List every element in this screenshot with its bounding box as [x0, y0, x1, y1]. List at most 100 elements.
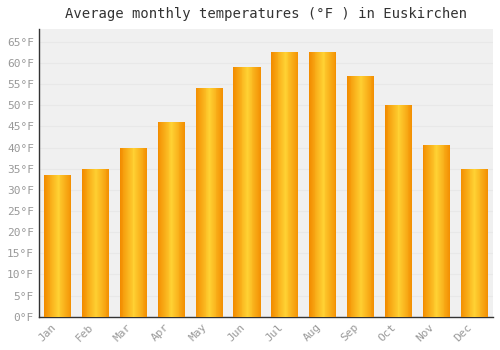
Bar [309, 52, 336, 317]
Bar [66, 175, 67, 317]
Bar [98, 169, 99, 317]
Bar [236, 67, 237, 317]
Bar [354, 76, 355, 317]
Bar [106, 169, 108, 317]
Bar [391, 105, 392, 317]
Bar [367, 76, 368, 317]
Bar [244, 67, 245, 317]
Bar [120, 148, 122, 317]
Bar [271, 52, 272, 317]
Bar [408, 105, 410, 317]
Bar [96, 169, 98, 317]
Bar [86, 169, 88, 317]
Bar [404, 105, 405, 317]
Bar [91, 169, 92, 317]
Bar [284, 52, 285, 317]
Bar [365, 76, 366, 317]
Bar [388, 105, 390, 317]
Bar [309, 52, 310, 317]
Bar [478, 169, 480, 317]
Bar [172, 122, 173, 317]
Bar [139, 148, 140, 317]
Bar [482, 169, 483, 317]
Bar [480, 169, 482, 317]
Bar [429, 145, 430, 317]
Bar [350, 76, 352, 317]
Bar [330, 52, 331, 317]
Bar [372, 76, 374, 317]
Bar [295, 52, 296, 317]
Bar [196, 88, 198, 317]
Bar [347, 76, 374, 317]
Bar [129, 148, 130, 317]
Bar [47, 175, 48, 317]
Bar [446, 145, 447, 317]
Bar [46, 175, 47, 317]
Bar [127, 148, 128, 317]
Bar [467, 169, 468, 317]
Bar [200, 88, 201, 317]
Bar [165, 122, 166, 317]
Bar [102, 169, 103, 317]
Bar [94, 169, 96, 317]
Bar [68, 175, 70, 317]
Bar [210, 88, 211, 317]
Bar [316, 52, 318, 317]
Bar [483, 169, 484, 317]
Bar [175, 122, 176, 317]
Bar [201, 88, 202, 317]
Bar [348, 76, 349, 317]
Bar [475, 169, 476, 317]
Bar [55, 175, 56, 317]
Bar [124, 148, 126, 317]
Bar [280, 52, 281, 317]
Bar [99, 169, 100, 317]
Bar [402, 105, 403, 317]
Bar [328, 52, 329, 317]
Bar [82, 169, 109, 317]
Bar [468, 169, 469, 317]
Bar [218, 88, 219, 317]
Bar [473, 169, 474, 317]
Bar [206, 88, 208, 317]
Bar [466, 169, 467, 317]
Bar [385, 105, 412, 317]
Bar [292, 52, 293, 317]
Bar [122, 148, 124, 317]
Bar [182, 122, 183, 317]
Bar [422, 145, 424, 317]
Bar [464, 169, 465, 317]
Bar [130, 148, 132, 317]
Bar [314, 52, 316, 317]
Bar [144, 148, 146, 317]
Bar [364, 76, 365, 317]
Bar [396, 105, 398, 317]
Bar [275, 52, 276, 317]
Bar [213, 88, 214, 317]
Bar [288, 52, 290, 317]
Bar [146, 148, 147, 317]
Bar [173, 122, 174, 317]
Bar [272, 52, 273, 317]
Bar [259, 67, 260, 317]
Bar [368, 76, 370, 317]
Bar [447, 145, 448, 317]
Bar [487, 169, 488, 317]
Bar [310, 52, 311, 317]
Bar [45, 175, 46, 317]
Bar [428, 145, 429, 317]
Bar [422, 145, 450, 317]
Bar [50, 175, 51, 317]
Bar [360, 76, 362, 317]
Bar [180, 122, 182, 317]
Bar [390, 105, 391, 317]
Bar [474, 169, 475, 317]
Bar [296, 52, 298, 317]
Bar [352, 76, 354, 317]
Bar [240, 67, 242, 317]
Bar [311, 52, 312, 317]
Bar [349, 76, 350, 317]
Bar [120, 148, 147, 317]
Bar [204, 88, 206, 317]
Bar [101, 169, 102, 317]
